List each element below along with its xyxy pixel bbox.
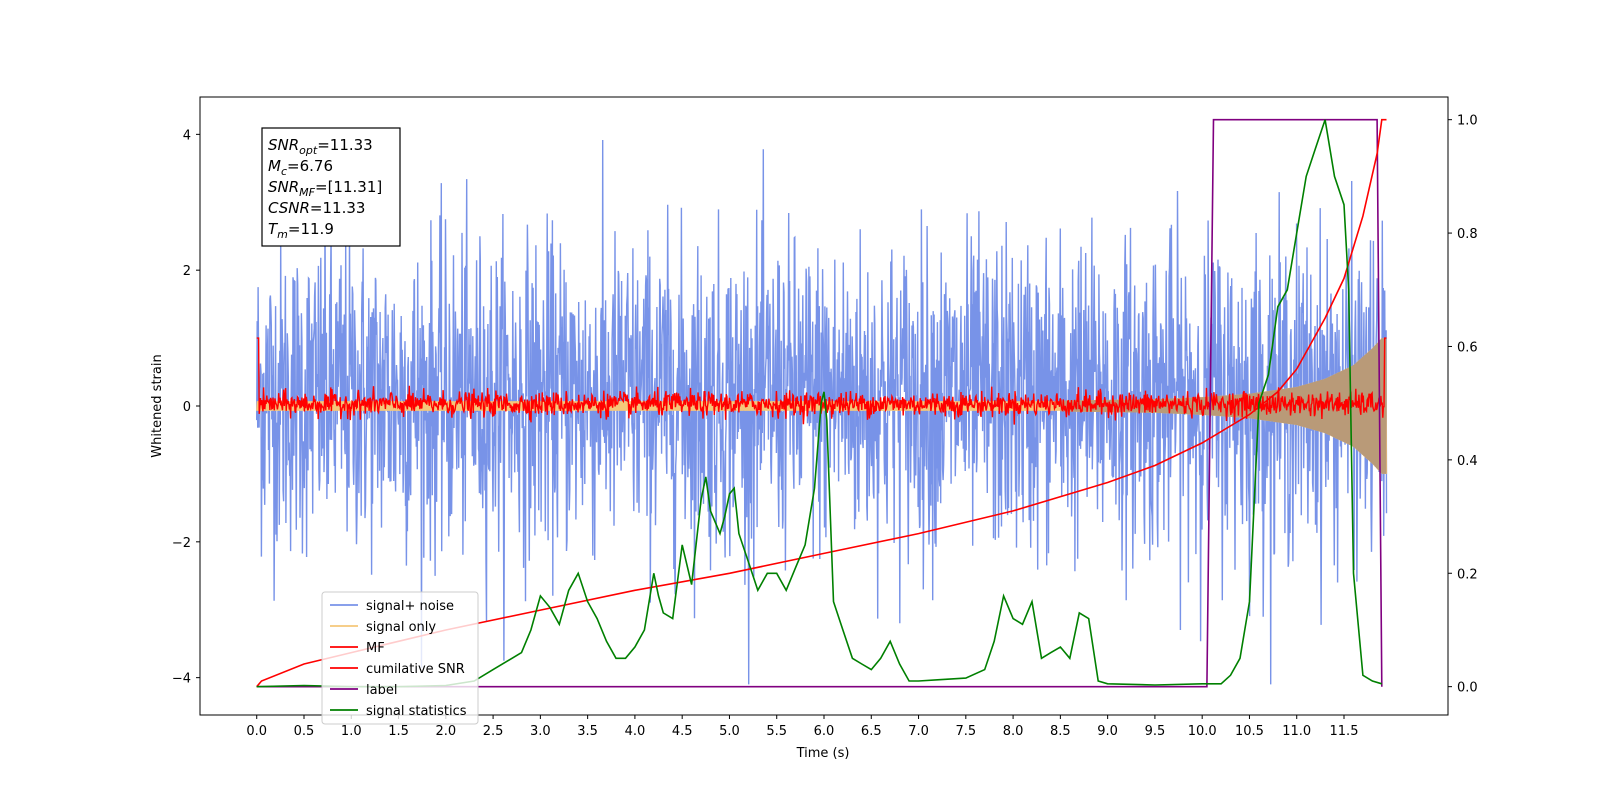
y-axis-right: 1.0 0.8 0.6 0.4 0.2 0.0 bbox=[1448, 114, 1478, 696]
y2-tick-label: 1.0 bbox=[1457, 114, 1478, 129]
y2-tick-label: 0.2 bbox=[1457, 567, 1478, 582]
y-tick-label: −4 bbox=[172, 672, 191, 687]
legend-label-cumilative-snr: cumilative SNR bbox=[366, 662, 465, 677]
y2-tick-label: 0.4 bbox=[1457, 454, 1478, 469]
x-tick-label: 7.5 bbox=[955, 724, 976, 739]
series-mf-line bbox=[256, 337, 1387, 425]
x-tick-label: 1.5 bbox=[388, 724, 409, 739]
info-line: SNRMF=[11.31] bbox=[268, 178, 382, 199]
y-tick-label: 0 bbox=[183, 400, 191, 415]
x-tick-label: 10.5 bbox=[1235, 724, 1264, 739]
legend-label-signal-noise: signal+ noise bbox=[366, 599, 454, 614]
legend-label-signal-statistics: signal statistics bbox=[366, 704, 467, 719]
x-tick-label: 10.0 bbox=[1188, 724, 1217, 739]
series-label-line bbox=[256, 118, 1383, 688]
x-tick-label: 4.0 bbox=[625, 724, 646, 739]
y-axis-left: 4 2 0 −2 −4 bbox=[172, 128, 200, 687]
x-tick-label: 6.5 bbox=[861, 724, 882, 739]
x-tick-label: 3.5 bbox=[577, 724, 598, 739]
x-tick-label: 4.5 bbox=[672, 724, 693, 739]
y-tick-label: −2 bbox=[172, 536, 191, 551]
legend-label-mf: MF bbox=[366, 641, 385, 656]
x-tick-label: 11.5 bbox=[1330, 724, 1359, 739]
x-tick-label: 11.0 bbox=[1282, 724, 1311, 739]
legend-label-signal-only: signal only bbox=[366, 620, 436, 635]
info-line: Mc=6.76 bbox=[268, 157, 333, 178]
info-box-frame bbox=[261, 127, 401, 247]
x-tick-label: 9.0 bbox=[1097, 724, 1118, 739]
x-tick-label: 0.5 bbox=[294, 724, 315, 739]
x-tick-label: 9.5 bbox=[1145, 724, 1166, 739]
y-axis-label: Whitened strain bbox=[150, 354, 165, 457]
x-tick-label: 2.0 bbox=[435, 724, 456, 739]
x-tick-label: 0.0 bbox=[246, 724, 267, 739]
info-line: Tm=11.9 bbox=[268, 220, 334, 241]
legend-label-label: label bbox=[366, 683, 397, 698]
info-line: CSNR=11.33 bbox=[268, 199, 365, 217]
x-axis-label: Time (s) bbox=[796, 746, 850, 761]
x-tick-label: 5.5 bbox=[766, 724, 787, 739]
y2-tick-label: 0.8 bbox=[1457, 227, 1478, 242]
info-box: SNRopt=11.33Mc=6.76SNRMF=[11.31]CSNR=11.… bbox=[261, 127, 401, 247]
x-tick-label: 3.0 bbox=[530, 724, 551, 739]
series-signal-statistics-line bbox=[256, 119, 1383, 688]
info-line: SNRopt=11.33 bbox=[268, 136, 373, 157]
y2-tick-label: 0.0 bbox=[1457, 681, 1478, 696]
legend-frame bbox=[321, 591, 479, 725]
x-tick-label: 7.0 bbox=[908, 724, 929, 739]
x-tick-label: 5.0 bbox=[719, 724, 740, 739]
x-tick-label: 6.0 bbox=[814, 724, 835, 739]
y2-tick-label: 0.6 bbox=[1457, 340, 1478, 355]
x-axis: 0.0 0.5 1.0 1.5 2.0 2.5 3.0 3.5 4.0 4.5 5.0 5.5 6.0 6… bbox=[246, 715, 1358, 739]
x-tick-label: 8.5 bbox=[1050, 724, 1071, 739]
y-tick-label: 2 bbox=[183, 264, 191, 279]
x-tick-label: 2.5 bbox=[483, 724, 504, 739]
x-tick-label: 8.0 bbox=[1003, 724, 1024, 739]
legend: signal+ noise signal only MF cumilative SNR… bbox=[321, 591, 479, 725]
x-tick-label: 1.0 bbox=[341, 724, 362, 739]
y-tick-label: 4 bbox=[183, 128, 191, 143]
